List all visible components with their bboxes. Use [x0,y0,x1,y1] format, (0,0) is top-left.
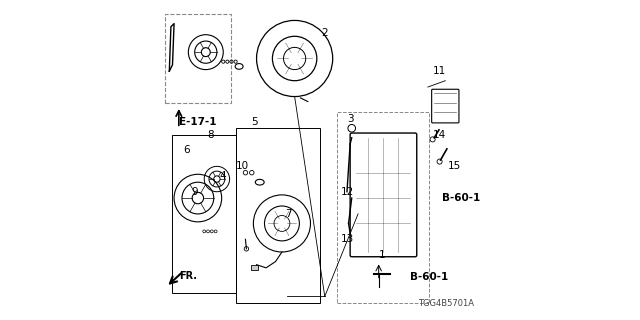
Text: 9: 9 [191,187,198,197]
Text: B-60-1: B-60-1 [442,193,481,203]
Text: 4: 4 [220,171,227,181]
Text: B-60-1: B-60-1 [410,272,449,282]
Text: 8: 8 [207,130,214,140]
Text: 1: 1 [378,250,385,260]
Text: 15: 15 [448,161,461,171]
Text: 5: 5 [252,117,259,127]
Text: TGG4B5701A: TGG4B5701A [418,299,474,308]
Text: 6: 6 [184,146,190,156]
Text: 10: 10 [236,161,249,171]
FancyBboxPatch shape [252,265,258,270]
Text: 11: 11 [433,66,445,76]
Text: 7: 7 [285,209,292,219]
Text: 13: 13 [340,234,353,244]
Text: E-17-1: E-17-1 [179,117,216,127]
Text: 12: 12 [340,187,353,197]
Text: 3: 3 [347,114,353,124]
Text: 2: 2 [321,28,328,38]
Text: FR.: FR. [179,271,197,281]
Text: 14: 14 [433,130,445,140]
